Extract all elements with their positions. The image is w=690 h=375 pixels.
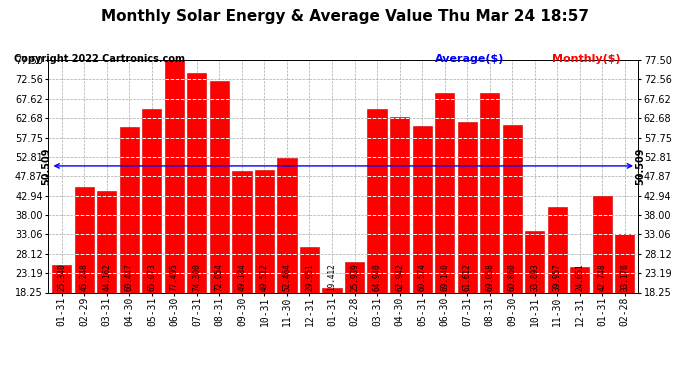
Text: 33.893: 33.893	[530, 264, 539, 291]
Text: 42.748: 42.748	[598, 264, 607, 291]
Text: 64.940: 64.940	[373, 264, 382, 291]
Bar	[345, 262, 364, 292]
Bar	[457, 122, 477, 292]
Bar	[188, 72, 206, 292]
Text: 74.300: 74.300	[193, 264, 201, 291]
Text: 24.651: 24.651	[575, 264, 584, 291]
Text: 72.054: 72.054	[215, 264, 224, 291]
Bar	[413, 126, 432, 292]
Bar	[525, 231, 544, 292]
Bar	[368, 109, 386, 292]
Bar	[255, 170, 274, 292]
Text: 45.248: 45.248	[80, 264, 89, 291]
Text: 29.951: 29.951	[305, 264, 314, 291]
Bar	[570, 267, 589, 292]
Bar	[233, 171, 252, 292]
Text: 60.860: 60.860	[508, 264, 517, 291]
Bar	[322, 288, 342, 292]
Text: 65.073: 65.073	[148, 264, 157, 291]
Text: 69.140: 69.140	[440, 264, 449, 291]
Bar	[615, 234, 634, 292]
Bar	[277, 158, 297, 292]
Text: 49.512: 49.512	[260, 264, 269, 291]
Bar	[548, 207, 566, 292]
Text: 49.184: 49.184	[237, 264, 246, 291]
Text: 62.942: 62.942	[395, 264, 404, 291]
Bar	[435, 93, 454, 292]
Text: 69.058: 69.058	[485, 264, 494, 291]
Bar	[210, 81, 229, 292]
Text: 50.509: 50.509	[635, 147, 646, 184]
Text: 25.340: 25.340	[57, 264, 66, 291]
Text: 60.574: 60.574	[417, 264, 426, 291]
Text: 19.412: 19.412	[328, 264, 337, 291]
Text: Copyright 2022 Cartronics.com: Copyright 2022 Cartronics.com	[14, 54, 185, 64]
Text: Average($): Average($)	[435, 54, 504, 64]
Text: 52.464: 52.464	[282, 264, 291, 291]
Bar	[480, 93, 499, 292]
Text: 50.509: 50.509	[41, 147, 51, 184]
Text: 44.162: 44.162	[102, 264, 111, 291]
Bar	[300, 247, 319, 292]
Bar	[75, 186, 94, 292]
Bar	[165, 60, 184, 292]
Text: 77.495: 77.495	[170, 264, 179, 291]
Text: 33.170: 33.170	[620, 264, 629, 291]
Text: 39.957: 39.957	[553, 264, 562, 291]
Text: Monthly($): Monthly($)	[552, 54, 620, 64]
Text: 25.939: 25.939	[350, 264, 359, 291]
Text: 61.612: 61.612	[462, 264, 472, 291]
Bar	[120, 127, 139, 292]
Bar	[52, 265, 71, 292]
Bar	[390, 117, 409, 292]
Bar	[502, 125, 522, 292]
Text: Monthly Solar Energy & Average Value Thu Mar 24 18:57: Monthly Solar Energy & Average Value Thu…	[101, 9, 589, 24]
Text: 60.447: 60.447	[125, 264, 134, 291]
Bar	[593, 196, 612, 292]
Bar	[97, 191, 117, 292]
Bar	[142, 109, 161, 292]
